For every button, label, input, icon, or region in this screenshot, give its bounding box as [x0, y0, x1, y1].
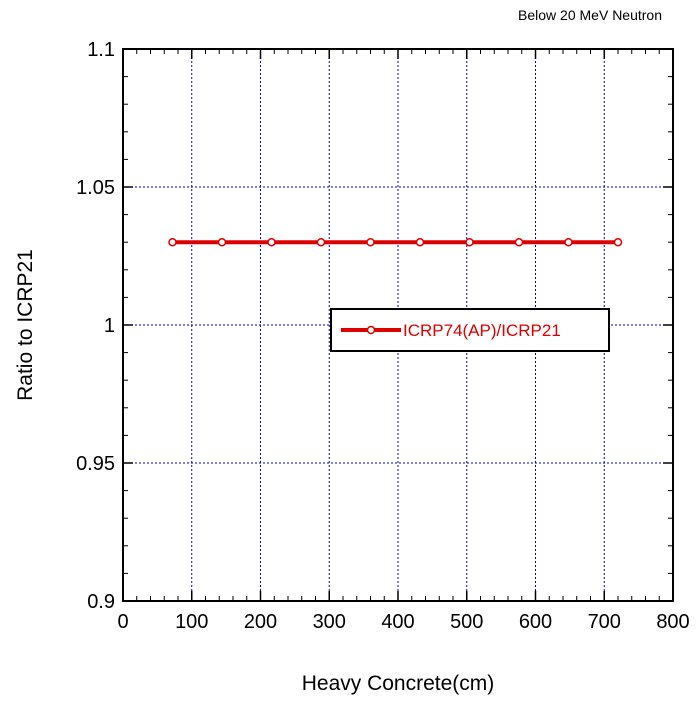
data-point — [564, 237, 573, 247]
x-tick-label: 300 — [313, 611, 346, 633]
x-tick-label: 500 — [450, 611, 483, 633]
plot-frame — [122, 48, 674, 602]
x-tick-label: 800 — [656, 611, 689, 633]
legend-label: ICRP74(AP)/ICRP21 — [403, 321, 561, 340]
y-tick-label: 0.95 — [76, 453, 115, 475]
chart-note: Below 20 MeV Neutron — [518, 7, 662, 23]
x-tick-label: 400 — [381, 611, 414, 633]
x-axis-title: Heavy Concrete(cm) — [302, 672, 495, 695]
series-layer — [168, 237, 623, 247]
x-tick-label: 100 — [175, 611, 208, 633]
y-tick-labels: 0.9 0.95 1 1.05 1.1 — [76, 39, 115, 613]
data-point — [366, 237, 375, 247]
data-point — [217, 237, 227, 247]
x-tick-label: 200 — [244, 611, 277, 633]
x-tick-labels: 0 100 200 300 400 500 600 700 800 — [117, 611, 689, 633]
y-tick-label: 1.05 — [76, 177, 115, 199]
x-tick-label: 700 — [588, 611, 621, 633]
data-point — [514, 237, 524, 247]
data-point — [613, 237, 623, 247]
data-point — [316, 237, 326, 247]
y-tick-label: 0.9 — [87, 591, 115, 613]
data-point — [168, 237, 177, 247]
y-tick-label: 1 — [104, 315, 115, 337]
y-axis-title: Ratio to ICRP21 — [14, 249, 37, 401]
data-point — [465, 237, 474, 247]
y-tick-label: 1.1 — [87, 39, 115, 61]
x-tick-label: 600 — [519, 611, 552, 633]
data-point — [267, 237, 276, 247]
legend-marker — [366, 325, 376, 335]
legend: ICRP74(AP)/ICRP21 — [330, 308, 610, 352]
data-point — [415, 237, 425, 247]
x-tick-label: 0 — [117, 611, 128, 633]
